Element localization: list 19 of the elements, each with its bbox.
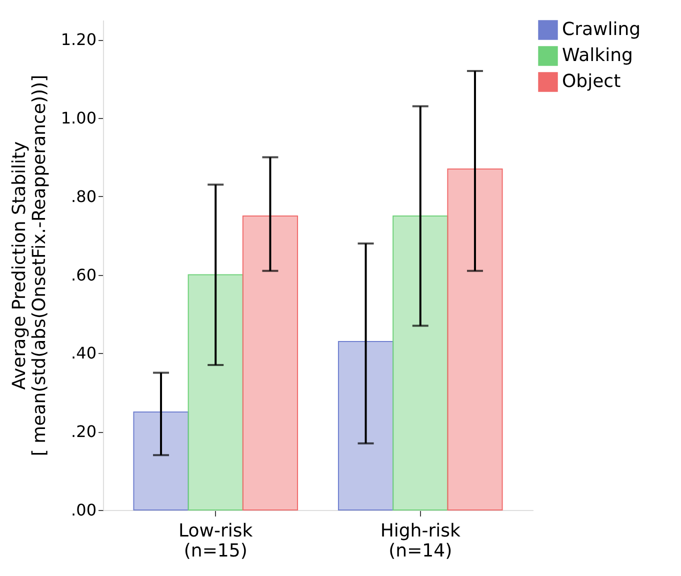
- legend-label: Object: [562, 71, 621, 92]
- y-tick-label: 1.00: [60, 108, 96, 128]
- x-tick-label: High-risk (n=14): [380, 520, 461, 562]
- bar: [447, 168, 503, 510]
- y-tick-label: .40: [71, 344, 96, 363]
- bar: [242, 216, 298, 510]
- y-tick-label: .60: [71, 265, 96, 284]
- legend-label: Walking: [562, 45, 633, 66]
- y-tick-label: 1.20: [60, 30, 96, 50]
- bar: [133, 412, 189, 510]
- bar: [338, 340, 394, 510]
- y-tick-label: .80: [71, 186, 96, 206]
- bar: [392, 216, 448, 510]
- y-tick-label: .00: [71, 500, 96, 520]
- x-tick-label: Low-risk (n=15): [178, 520, 254, 562]
- legend-label: Crawling: [562, 19, 641, 40]
- y-tick-label: .20: [71, 422, 96, 442]
- y-axis-title: Average Prediction Stability [ mean(std(abs(OnsetFix.-Reapperance)))]: [8, 74, 50, 456]
- bar: [188, 274, 244, 510]
